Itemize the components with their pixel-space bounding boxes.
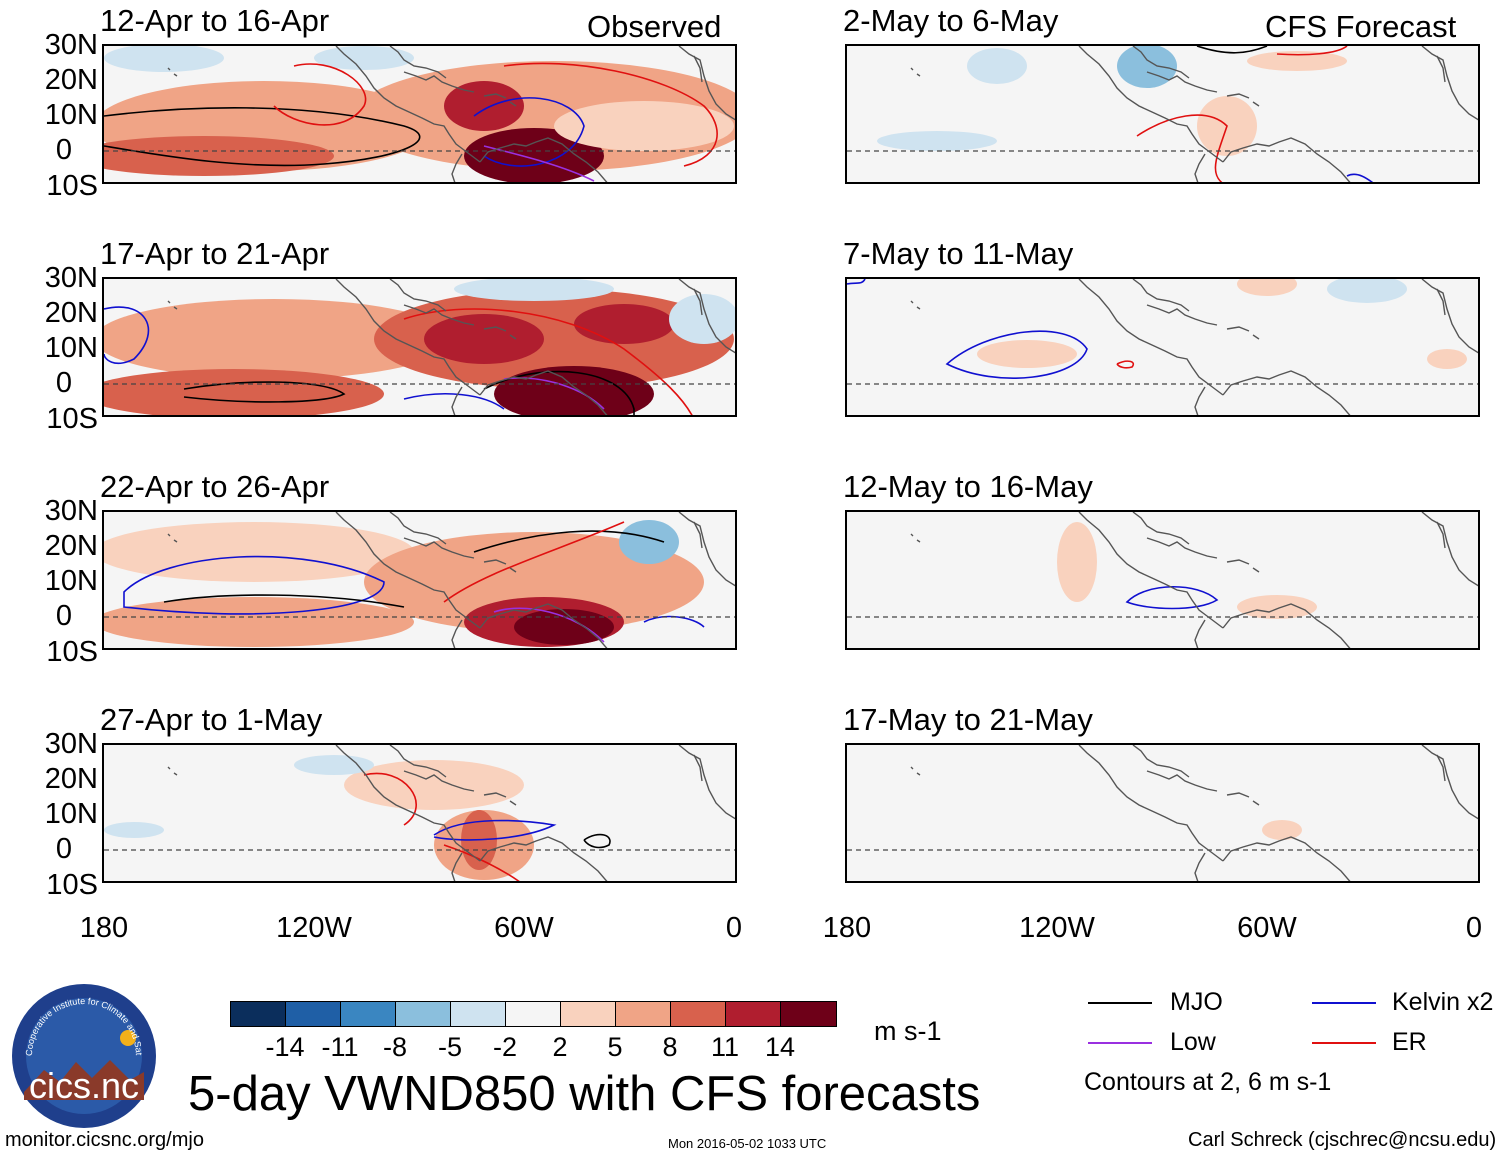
map-panel-obs-4 [102,743,737,883]
colorbar-label: 5 [607,1032,623,1062]
y-tick-label: 30N [44,262,98,294]
colorbar-swatch [451,1002,506,1026]
panel-title-obs-1: 12-Apr to 16-Apr [100,3,330,38]
colorbar-swatch [561,1002,616,1026]
colorbar-swatch [781,1002,836,1026]
cicsnc-logo: Cooperative Institute for Climate and Sa… [7,974,158,1130]
y-tick-label: 0 [55,134,72,166]
y-tick-label: 30N [44,495,98,527]
colorbar-swatch [506,1002,561,1026]
observed-header: Observed [587,9,722,44]
legend-line-low [1088,1042,1152,1044]
x-tick-label: 120W [276,912,352,944]
y-tick-label: 20N [44,530,98,562]
colorbar-swatch [396,1002,451,1026]
panel-title-fc-1: 2-May to 6-May [843,3,1059,38]
y-tick-label: 20N [44,763,98,795]
colorbar-units: m s-1 [874,1016,942,1046]
figure-title: 5-day VWND850 with CFS forecasts [188,1067,981,1121]
colorbar-swatch [616,1002,671,1026]
y-tick-label: 10S [46,170,98,202]
forecast-header: CFS Forecast [1265,9,1457,44]
y-tick-label: 20N [44,297,98,329]
colorbar-label: 14 [764,1032,796,1062]
y-tick-label: 10N [44,565,98,597]
panel-title-fc-3: 12-May to 16-May [843,469,1093,504]
colorbar-label: -8 [382,1032,408,1062]
legend-line-mjo [1088,1002,1152,1004]
x-tick-label: 180 [79,912,129,944]
map-panel-obs-1 [102,44,737,184]
y-tick-label: 10N [44,332,98,364]
map-panel-fc-4 [845,743,1480,883]
panel-title-fc-4: 17-May to 21-May [843,702,1093,737]
y-tick-label: 30N [44,728,98,760]
colorbar-swatch [286,1002,341,1026]
y-tick-label: 30N [44,29,98,61]
map-panel-obs-2 [102,277,737,417]
colorbar-label: -2 [492,1032,518,1062]
x-tick-label: 0 [725,912,743,944]
legend-label-er: ER [1392,1028,1427,1056]
y-tick-label: 10N [44,99,98,131]
y-tick-label: 20N [44,64,98,96]
y-tick-label: 10N [44,798,98,830]
panel-title-obs-2: 17-Apr to 21-Apr [100,236,330,271]
panel-title-obs-3: 22-Apr to 26-Apr [100,469,330,504]
colorbar [230,1001,837,1027]
y-tick-label: 10S [46,869,98,901]
colorbar-label: 8 [662,1032,678,1062]
map-panel-fc-2 [845,277,1480,417]
colorbar-label: 11 [710,1032,740,1062]
logo-text: cics.nc [29,1065,139,1106]
map-panel-obs-3 [102,510,737,650]
colorbar-swatch [231,1002,286,1026]
colorbar-swatch [341,1002,396,1026]
map-panel-fc-3 [845,510,1480,650]
y-tick-label: 10S [46,636,98,668]
colorbar-label: 2 [552,1032,568,1062]
x-tick-label: 0 [1465,912,1483,944]
colorbar-swatch [726,1002,781,1026]
legend-label-mjo: MJO [1170,988,1223,1016]
legend-label-kelvin: Kelvin x2 [1392,988,1494,1016]
legend-line-kelvin [1312,1002,1376,1004]
y-tick-label: 0 [55,367,72,399]
x-tick-label: 180 [822,912,872,944]
y-tick-label: 0 [55,833,72,865]
legend-note: Contours at 2, 6 m s-1 [1084,1068,1332,1096]
panel-title-obs-4: 27-Apr to 1-May [100,702,323,737]
panel-title-fc-2: 7-May to 11-May [843,236,1074,271]
footer-credit: Carl Schreck (cjschrec@ncsu.edu) [1188,1129,1497,1151]
colorbar-swatch [671,1002,726,1026]
footer-url[interactable]: monitor.cicsnc.org/mjo [5,1129,204,1151]
colorbar-label: -11 [321,1032,359,1062]
legend-line-er [1312,1042,1376,1044]
legend-label-low: Low [1170,1028,1216,1056]
colorbar-label: -5 [437,1032,463,1062]
y-tick-label: 0 [55,600,72,632]
colorbar-label: -14 [265,1032,305,1062]
x-tick-label: 60W [1237,912,1297,944]
y-tick-label: 10S [46,403,98,435]
x-tick-label: 60W [494,912,554,944]
map-panel-fc-1 [845,44,1480,184]
x-tick-label: 120W [1019,912,1095,944]
footer-timestamp: Mon 2016-05-02 1033 UTC [668,1136,827,1151]
